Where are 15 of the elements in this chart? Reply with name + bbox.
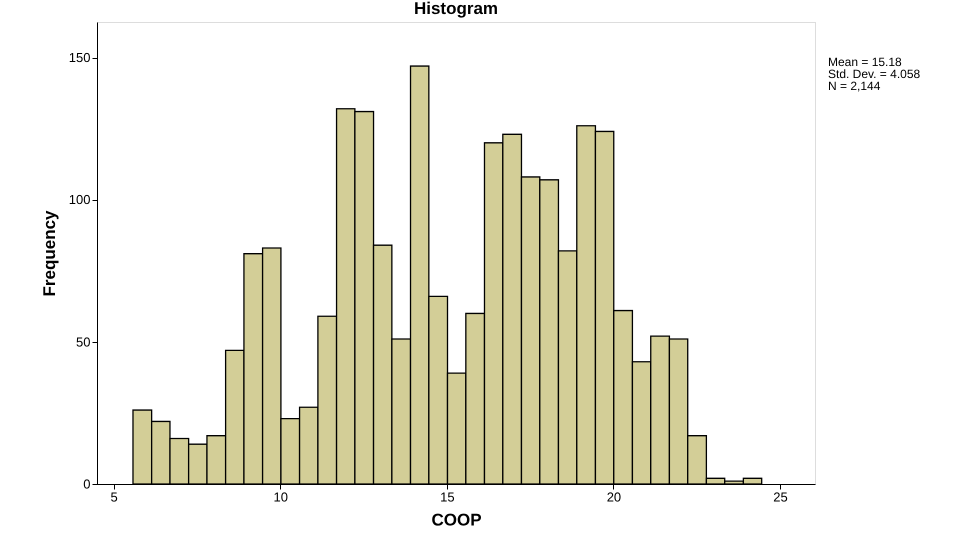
chart-title: Histogram [414,0,498,18]
x-axis-title: COOP [431,510,482,530]
text: N = 2,144 [828,79,881,93]
y-axis-title: Frequency [40,210,59,296]
x-tick-label: 10 [274,490,288,504]
y-tick-label: 50 [76,334,90,350]
x-tick-label: 25 [773,490,788,504]
y-tick-label: 150 [68,50,90,66]
text: Std. Dev. = 4.058 [828,67,920,81]
y-tick-label: 100 [68,192,90,208]
x-tick-label: 15 [440,490,455,504]
text: Mean = 15.18 [828,55,902,69]
y-tick-label: 0 [83,476,90,492]
x-tick-label: 5 [110,490,118,504]
x-tick-label: 20 [606,490,622,504]
